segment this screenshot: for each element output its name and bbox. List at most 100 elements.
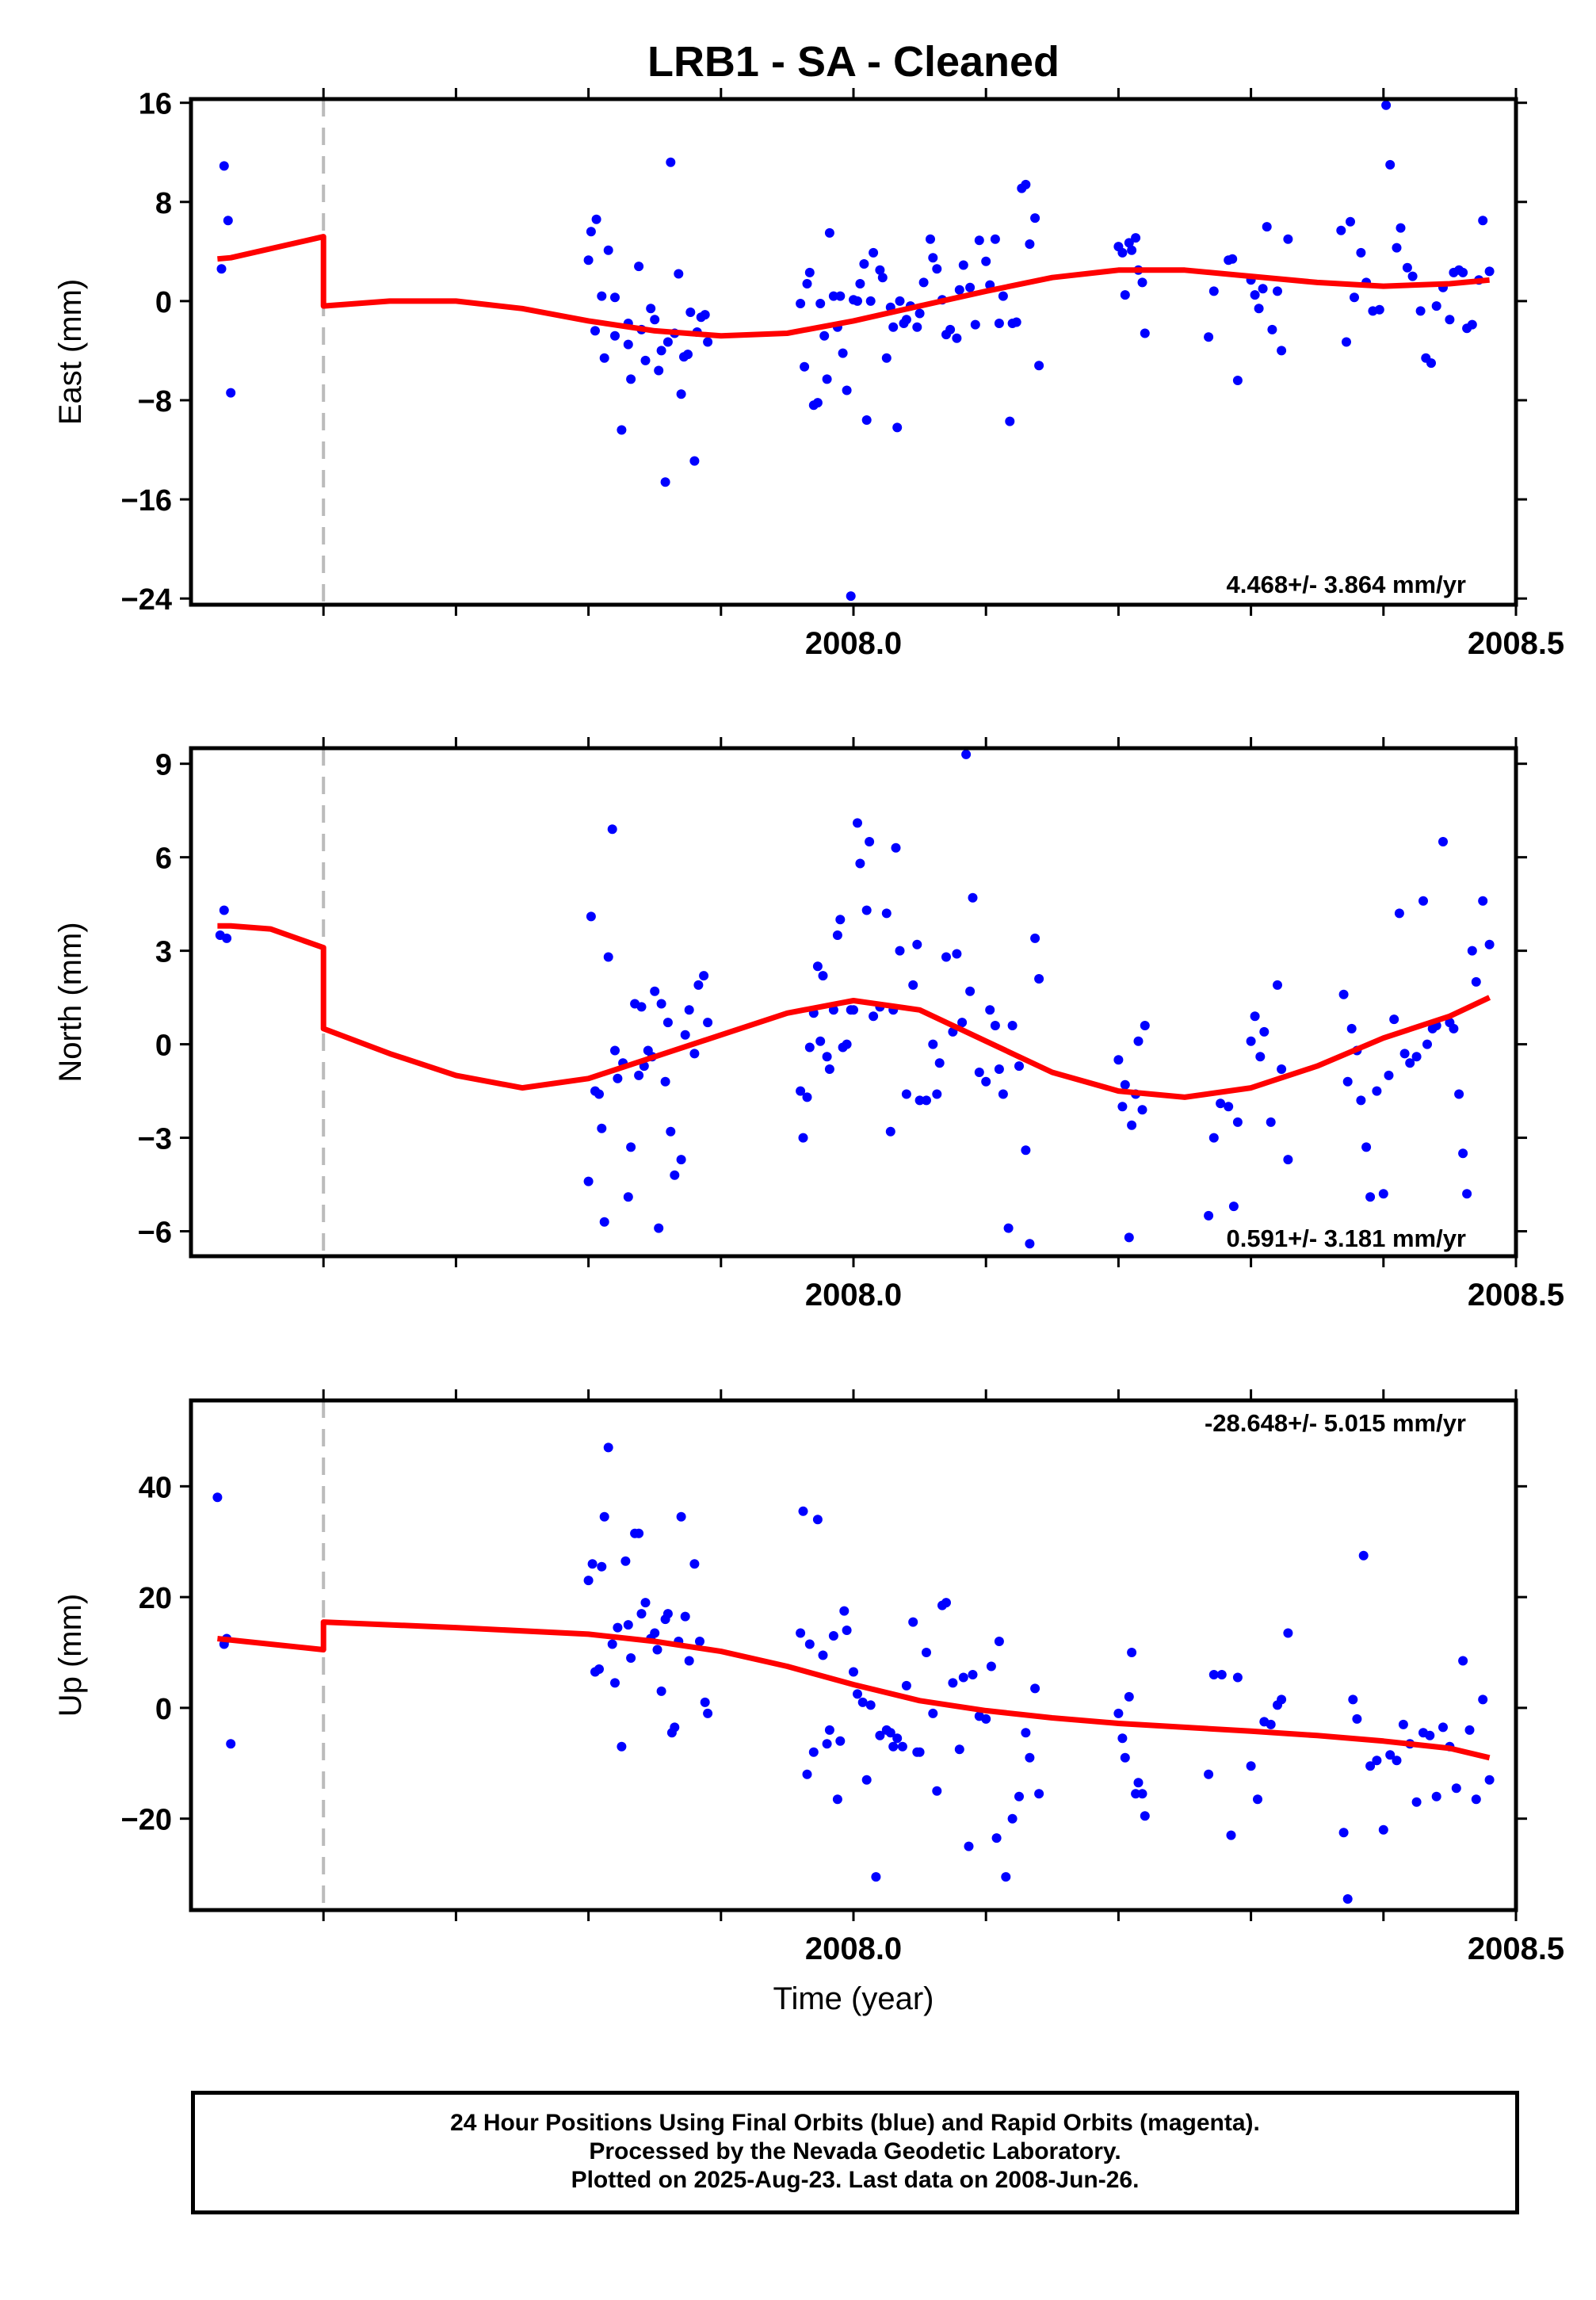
data-point: [1458, 1656, 1468, 1666]
data-point: [985, 1005, 995, 1015]
data-point: [881, 908, 892, 919]
data-point: [1338, 1828, 1349, 1838]
data-point: [654, 365, 664, 376]
data-point: [674, 269, 684, 279]
data-point: [1348, 1694, 1358, 1705]
footer-line-1: 24 Hour Positions Using Final Orbits (bl…: [450, 2110, 1260, 2136]
data-point: [1262, 222, 1272, 232]
data-point: [1226, 1830, 1236, 1840]
data-point: [680, 1030, 690, 1040]
data-point: [623, 339, 633, 350]
data-point: [888, 1741, 899, 1752]
rate-annotation: 4.468+/- 3.864 mm/yr: [1227, 571, 1466, 598]
x-tick-label: 2008.5: [1468, 1278, 1564, 1312]
data-point: [912, 939, 922, 949]
data-point: [1140, 1021, 1150, 1030]
data-point: [875, 1730, 885, 1740]
data-point: [1250, 1011, 1260, 1022]
data-point: [610, 1678, 620, 1688]
data-point: [660, 477, 670, 487]
data-point: [1458, 1148, 1468, 1159]
data-point: [603, 245, 613, 255]
data-point: [1365, 1761, 1376, 1771]
data-point: [818, 1650, 828, 1660]
data-point: [650, 1628, 660, 1638]
data-point: [990, 1021, 1000, 1030]
y-axis-label: East (mm): [53, 279, 88, 425]
data-point: [626, 1142, 636, 1152]
data-point: [586, 911, 596, 922]
data-point: [1346, 216, 1355, 227]
data-point: [703, 1018, 713, 1028]
data-point: [1127, 1120, 1137, 1130]
data-point: [680, 1611, 690, 1622]
data-point: [849, 1667, 858, 1677]
data-point: [802, 1769, 812, 1779]
data-point: [1411, 1052, 1422, 1062]
data-point: [599, 1217, 609, 1227]
data-point: [1030, 1683, 1040, 1694]
data-point: [1458, 267, 1468, 277]
data-point: [597, 1123, 607, 1133]
data-point: [219, 905, 229, 915]
data-point: [861, 1775, 872, 1785]
data-point: [1356, 1095, 1366, 1106]
data-point: [212, 1492, 223, 1503]
y-tick-label: 0: [155, 1693, 172, 1726]
data-point: [892, 1733, 903, 1744]
data-point: [684, 1005, 694, 1015]
data-point: [1131, 1789, 1141, 1799]
data-point: [895, 946, 905, 956]
data-point: [1415, 306, 1426, 316]
data-point: [1007, 1021, 1018, 1030]
data-point: [1120, 1079, 1130, 1090]
data-point: [610, 330, 620, 341]
data-point: [802, 1092, 812, 1102]
data-point: [842, 385, 852, 395]
data-point: [928, 1039, 938, 1049]
data-point: [700, 1697, 710, 1707]
data-point: [700, 310, 710, 320]
data-point: [620, 1556, 631, 1566]
data-point: [1005, 416, 1015, 426]
y-tick-label: −3: [138, 1123, 172, 1156]
data-point: [599, 1511, 609, 1522]
data-point: [945, 324, 956, 334]
data-point: [1338, 989, 1349, 999]
data-point: [815, 299, 826, 308]
data-point: [1385, 1750, 1396, 1760]
data-point: [226, 1739, 236, 1749]
data-point: [603, 952, 613, 962]
data-point: [1464, 1725, 1475, 1735]
data-point: [1398, 1719, 1408, 1729]
data-point: [583, 1176, 594, 1186]
data-point: [828, 1631, 838, 1641]
data-point: [640, 355, 651, 365]
data-point: [1137, 277, 1147, 288]
y-tick-label: −6: [138, 1217, 172, 1250]
data-point: [660, 1076, 670, 1087]
data-point: [613, 1622, 623, 1633]
data-point: [594, 1664, 604, 1674]
data-point: [1384, 1070, 1394, 1080]
data-point: [1283, 1155, 1293, 1165]
footer-line-3: Plotted on 2025-Aug-23. Last data on 200…: [571, 2167, 1140, 2193]
data-point: [1117, 1733, 1128, 1744]
data-point: [865, 296, 876, 306]
data-point: [796, 299, 806, 308]
data-point: [815, 1036, 826, 1046]
data-point: [932, 1786, 942, 1796]
data-point: [1140, 328, 1150, 338]
y-tick-label: 0: [155, 286, 172, 319]
data-point: [1014, 1061, 1024, 1072]
data-point: [1001, 1872, 1011, 1882]
data-point: [991, 1833, 1002, 1843]
data-point: [1021, 1145, 1031, 1156]
data-point: [981, 1076, 991, 1087]
chart-title: LRB1 - SA - Cleaned: [647, 38, 1060, 86]
data-point: [1204, 1769, 1214, 1779]
data-point: [1277, 346, 1287, 356]
data-point: [626, 1653, 636, 1663]
data-point: [835, 1736, 846, 1746]
data-point: [901, 315, 911, 325]
